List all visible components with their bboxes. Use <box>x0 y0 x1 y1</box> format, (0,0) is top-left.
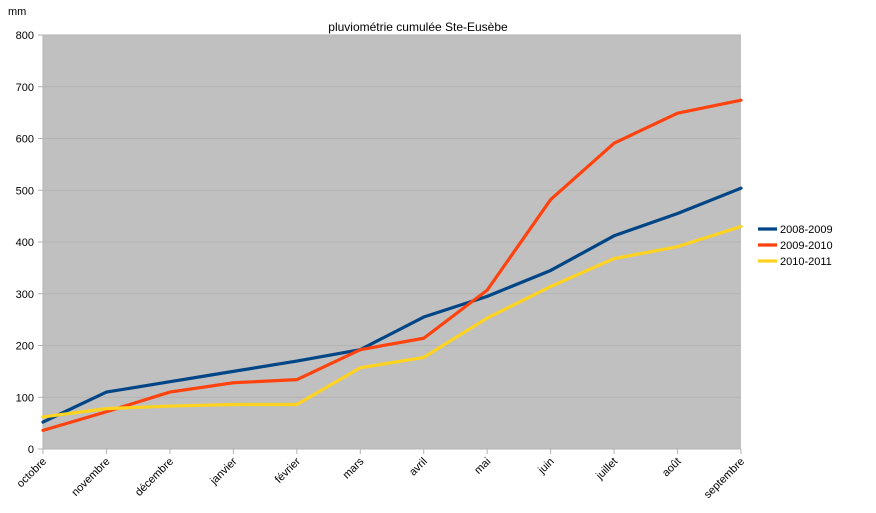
x-tick-label: août <box>660 456 684 480</box>
legend-label: 2008-2009 <box>780 224 833 236</box>
y-tick-label: 100 <box>16 392 34 404</box>
y-tick-label: 800 <box>16 30 34 42</box>
y-tick-label: 0 <box>28 444 34 456</box>
x-tick-label: décembre <box>133 456 176 499</box>
x-tick-label: février <box>273 455 303 485</box>
x-tick-label: mars <box>341 455 367 481</box>
y-tick-label: 400 <box>16 237 34 249</box>
series-lines <box>41 98 743 432</box>
y-axis-label: mm <box>8 6 26 18</box>
x-tick-label: novembre <box>69 456 112 499</box>
y-axis-ticks: 0 100 200 300 400 500 600 700 800 <box>16 30 43 456</box>
x-tick-label: juillet <box>593 456 620 483</box>
x-tick-label: janvier <box>207 455 239 487</box>
legend: 2008-2009 2009-2010 2010-2011 <box>758 224 833 268</box>
legend-label: 2009-2010 <box>780 240 833 252</box>
y-tick-label: 700 <box>16 82 34 94</box>
y-tick-label: 600 <box>16 134 34 146</box>
series-line <box>41 98 743 432</box>
y-tick-label: 500 <box>16 185 34 197</box>
x-tick-label: septembre <box>702 456 747 501</box>
series-line <box>41 186 743 424</box>
x-axis-ticks: octobre novembre décembre janvier février mar… <box>15 449 747 501</box>
x-tick-label: avril <box>407 456 430 479</box>
series-line <box>41 224 743 419</box>
chart-title: pluviométrie cumulée Ste-Eusèbe <box>328 20 508 34</box>
legend-label: 2010-2011 <box>780 256 832 268</box>
x-tick-label: octobre <box>15 456 49 490</box>
y-tick-label: 300 <box>16 289 34 301</box>
x-tick-label: juin <box>535 456 556 477</box>
y-tick-label: 200 <box>16 341 34 353</box>
x-tick-label: mai <box>472 456 493 477</box>
